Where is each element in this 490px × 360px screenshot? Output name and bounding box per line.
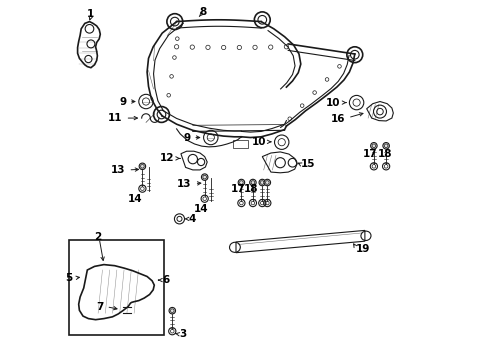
Circle shape xyxy=(383,143,390,149)
Text: 14: 14 xyxy=(194,204,208,214)
Circle shape xyxy=(169,307,175,314)
Text: 2: 2 xyxy=(95,232,102,242)
Text: 16: 16 xyxy=(331,114,345,124)
Text: 13: 13 xyxy=(177,179,192,189)
Text: 19: 19 xyxy=(356,244,370,254)
Text: 18: 18 xyxy=(377,149,392,159)
Circle shape xyxy=(259,179,266,186)
Text: 1: 1 xyxy=(87,9,95,19)
Text: 13: 13 xyxy=(111,165,125,175)
Circle shape xyxy=(139,163,146,170)
Text: 14: 14 xyxy=(128,194,143,204)
Text: 18: 18 xyxy=(244,184,259,194)
Text: 9: 9 xyxy=(119,96,126,107)
Text: 17: 17 xyxy=(230,184,245,194)
Text: 7: 7 xyxy=(97,302,104,312)
Text: 6: 6 xyxy=(162,275,170,285)
Text: 17: 17 xyxy=(363,149,378,159)
Circle shape xyxy=(370,143,377,149)
Text: 11: 11 xyxy=(108,113,122,123)
Text: 5: 5 xyxy=(66,273,73,283)
Circle shape xyxy=(201,174,208,180)
Text: 9: 9 xyxy=(183,132,190,143)
FancyBboxPatch shape xyxy=(69,240,164,335)
Circle shape xyxy=(238,179,245,186)
Circle shape xyxy=(250,179,256,186)
Text: 12: 12 xyxy=(160,153,175,163)
Text: 10: 10 xyxy=(326,98,341,108)
Text: 8: 8 xyxy=(199,7,206,17)
Text: 15: 15 xyxy=(301,159,315,169)
Text: 3: 3 xyxy=(179,329,187,339)
Text: 4: 4 xyxy=(188,214,196,224)
Circle shape xyxy=(264,179,270,186)
Text: 10: 10 xyxy=(251,137,266,147)
